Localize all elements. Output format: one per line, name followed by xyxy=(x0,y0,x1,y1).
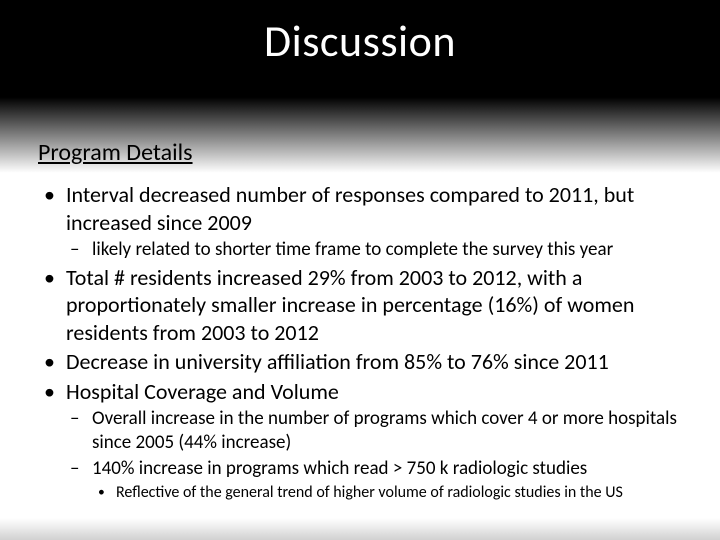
slide-content: Program Details Interval decreased numbe… xyxy=(0,138,720,503)
bullet-lvl1: Total # residents increased 29% from 200… xyxy=(38,264,682,347)
bullet-list: Interval decreased number of responses c… xyxy=(38,181,682,503)
slide-title: Discussion xyxy=(0,0,720,68)
bullet-lvl1: Decrease in university affiliation from … xyxy=(38,348,682,376)
section-heading: Program Details xyxy=(38,138,682,167)
bullet-lvl2: likely related to shorter time frame to … xyxy=(38,238,682,262)
bullet-lvl3: Reflective of the general trend of highe… xyxy=(38,483,682,503)
bullet-lvl1: Interval decreased number of responses c… xyxy=(38,181,682,236)
bullet-lvl1: Hospital Coverage and Volume xyxy=(38,378,682,406)
bullet-lvl2: Overall increase in the number of progra… xyxy=(38,407,682,455)
footer-shadow xyxy=(0,518,720,540)
bullet-lvl2: 140% increase in programs which read > 7… xyxy=(38,457,682,481)
slide: Discussion Program Details Interval decr… xyxy=(0,0,720,540)
